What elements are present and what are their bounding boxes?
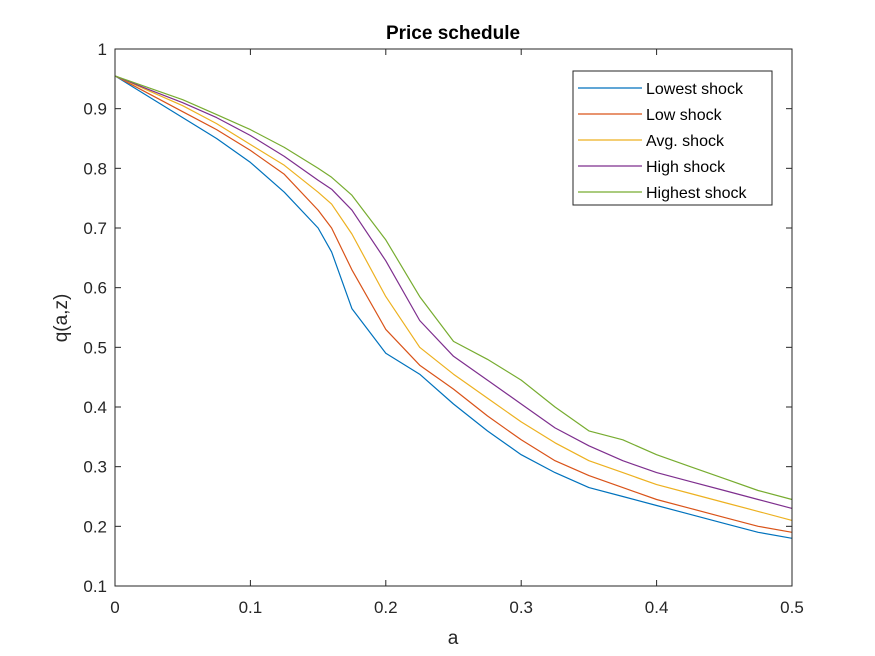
series-line-5	[114, 75, 793, 501]
plot-frame	[114, 48, 793, 587]
x-tick-label: 0.4	[645, 598, 669, 617]
legend-label-3: Avg. shock	[646, 133, 725, 150]
series-line-1	[114, 75, 793, 539]
series-line-3	[114, 75, 793, 521]
y-tick-label: 1	[98, 40, 107, 59]
y-tick-label: 0.2	[83, 517, 107, 536]
chart-title: Price schedule	[386, 23, 520, 44]
x-tick-label: 0.3	[509, 598, 533, 617]
y-tick-label: 0.5	[83, 338, 107, 357]
legend-label-5: Highest shock	[646, 185, 747, 202]
x-tick-label: 0.1	[239, 598, 263, 617]
series-line-4	[114, 75, 793, 509]
x-axis-label: a	[448, 628, 459, 649]
legend-label-1: Lowest shock	[646, 81, 744, 98]
y-tick-label: 0.9	[83, 100, 107, 119]
series-line-2	[114, 75, 793, 533]
y-tick-label: 0.8	[83, 159, 107, 178]
x-tick-label: 0.5	[780, 598, 804, 617]
legend: Lowest shock Low shock Avg. shock High shoc…	[572, 70, 773, 206]
y-tick-label: 0.7	[83, 219, 107, 238]
y-axis-label: q(a,z)	[51, 294, 72, 343]
x-tick-label: 0	[110, 598, 119, 617]
legend-label-4: High shock	[646, 159, 726, 176]
legend-label-2: Low shock	[646, 107, 723, 124]
y-tick-label: 0.6	[83, 279, 107, 298]
legend-box	[572, 70, 773, 206]
y-tick-label: 0.3	[83, 458, 107, 477]
y-tick-label: 0.4	[83, 398, 107, 417]
y-tick-label: 0.1	[83, 577, 107, 596]
x-tick-label: 0.2	[374, 598, 398, 617]
